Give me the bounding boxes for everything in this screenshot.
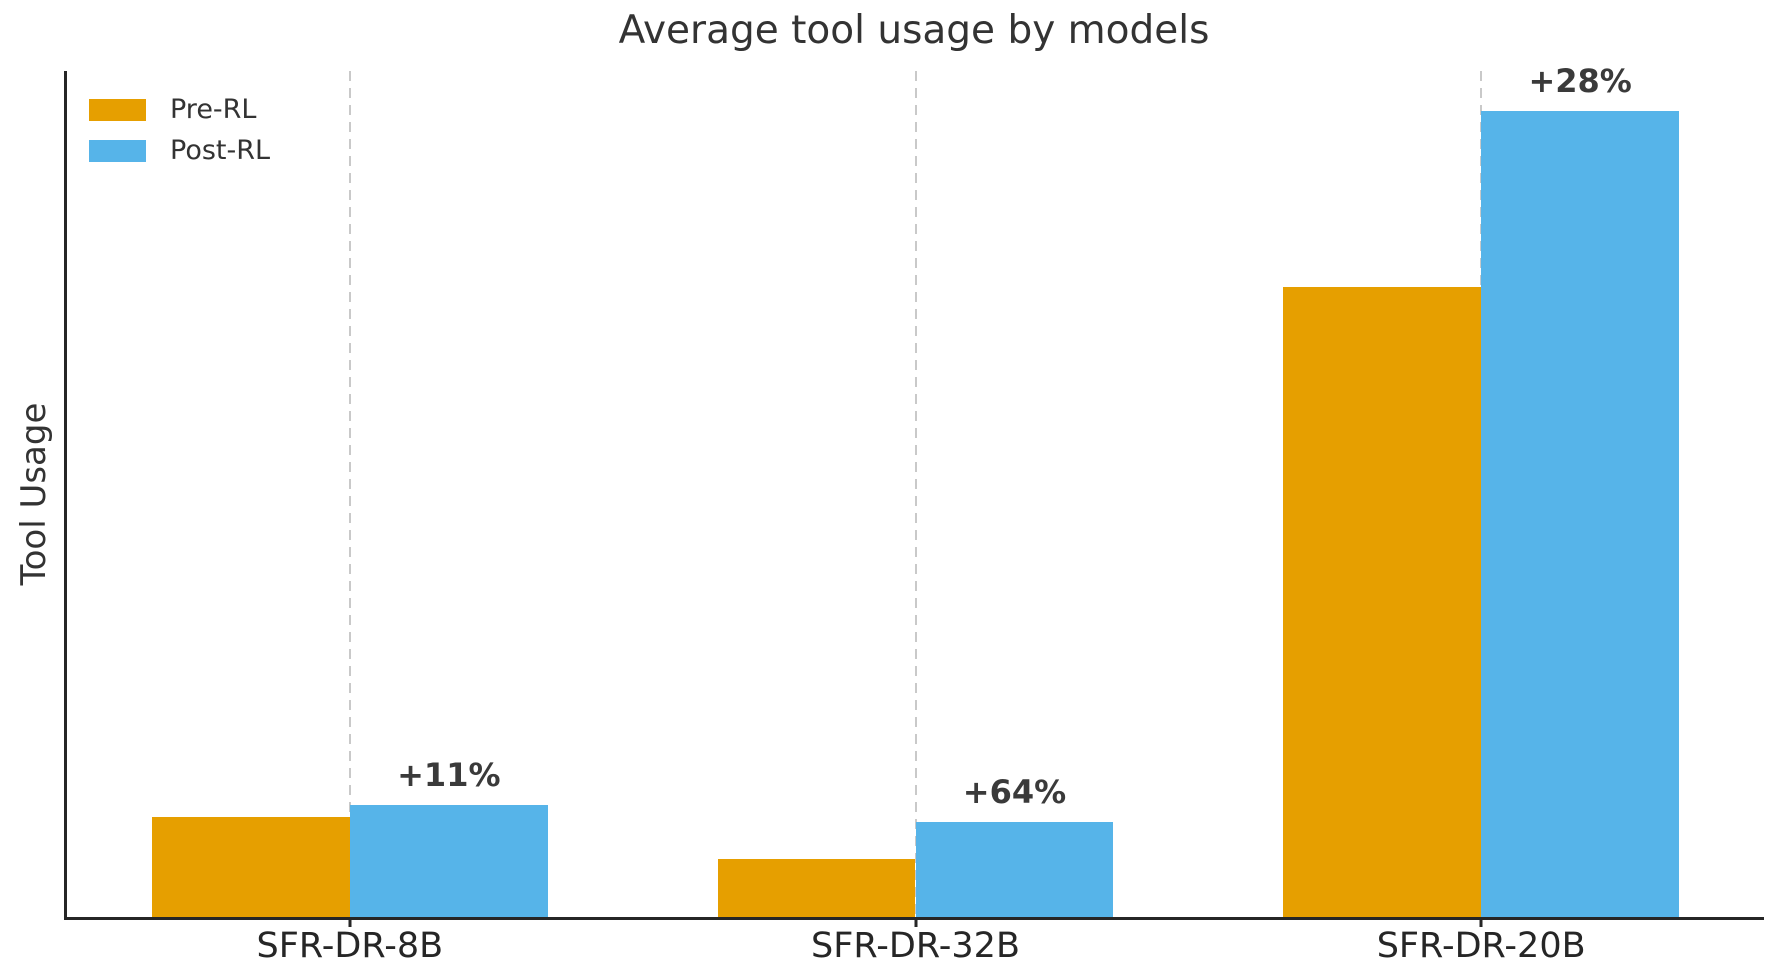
legend-label: Pre-RL — [170, 94, 257, 125]
bar-pre-rl — [1283, 286, 1482, 917]
x-tick-label: SFR-DR-20B — [1376, 926, 1586, 966]
legend-item: Post-RL — [89, 134, 270, 167]
bar-post-rl — [349, 805, 548, 917]
bar-pre-rl — [717, 859, 916, 917]
y-axis-label: Tool Usage — [14, 402, 54, 586]
bar-post-rl — [1481, 111, 1680, 917]
x-tick — [914, 920, 917, 927]
gain-annotation: +64% — [962, 772, 1067, 811]
legend-swatch-pre-rl — [89, 98, 146, 121]
x-tick — [348, 920, 352, 927]
gain-annotation: +11% — [397, 756, 501, 795]
bar-pre-rl — [151, 817, 350, 917]
x-tick-label: SFR-DR-8B — [256, 926, 444, 966]
legend-label: Post-RL — [170, 135, 271, 166]
legend-item: Pre-RL — [89, 93, 270, 126]
category-gridline — [914, 71, 917, 917]
legend: Pre-RL Post-RL — [89, 93, 270, 167]
chart-title: Average tool usage by models — [618, 8, 1210, 53]
bar-post-rl — [915, 821, 1114, 917]
x-tick-label: SFR-DR-32B — [811, 926, 1020, 966]
category-gridline — [348, 71, 351, 917]
legend-swatch-post-rl — [89, 139, 146, 162]
x-tick — [1479, 920, 1483, 927]
plot-area: Pre-RL Post-RL SFR-DR-8B +11% SFR-DR-32B +64… — [64, 65, 1764, 966]
gain-annotation: +28% — [1528, 62, 1632, 101]
